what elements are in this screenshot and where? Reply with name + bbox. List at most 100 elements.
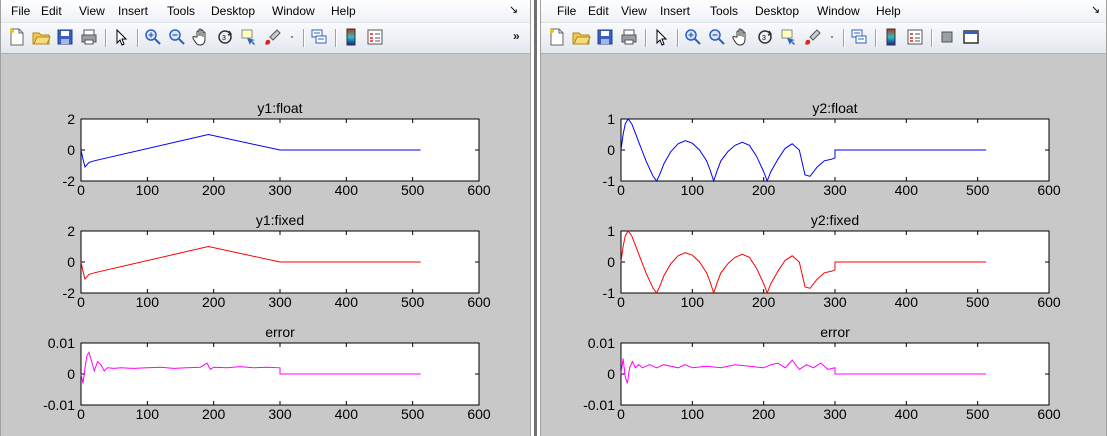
menu-bar: File Edit View Insert Tools Desktop Wind… — [1, 0, 530, 23]
data-cursor-icon[interactable] — [779, 27, 799, 47]
menu-help[interactable]: Help — [876, 4, 901, 18]
dock-arrow-icon[interactable]: ↘ — [1091, 4, 1101, 16]
zoom-out-icon[interactable] — [707, 27, 727, 47]
menu-tools[interactable]: Tools — [167, 4, 196, 18]
y-tick-label: -0.01 — [43, 397, 75, 413]
menu-window[interactable]: Window — [817, 4, 860, 18]
x-tick-label: 200 — [752, 406, 776, 422]
x-tick-label: 400 — [895, 406, 919, 422]
zoom-in-icon[interactable] — [143, 27, 163, 47]
x-tick-label: 200 — [202, 182, 226, 198]
new-file-icon[interactable] — [7, 27, 27, 47]
pointer-icon[interactable] — [651, 27, 671, 47]
print-icon[interactable] — [79, 27, 99, 47]
menu-insert[interactable]: Insert — [118, 4, 149, 18]
zoom-in-icon[interactable] — [683, 27, 703, 47]
menu-insert[interactable]: Insert — [660, 4, 691, 18]
menu-view[interactable]: View — [79, 4, 105, 18]
toolbar-separator — [335, 29, 337, 47]
menu-help[interactable]: Help — [331, 4, 356, 18]
y-tick-label: 0 — [607, 142, 615, 158]
y-tick-label: 2 — [67, 111, 75, 127]
x-tick-label: 600 — [1037, 406, 1061, 422]
menu-desktop[interactable]: Desktop — [755, 4, 800, 18]
y-tick-label: -2 — [63, 173, 76, 189]
print-icon[interactable] — [619, 27, 639, 47]
menu-edit[interactable]: Edit — [588, 4, 609, 18]
menu-window[interactable]: Window — [272, 4, 315, 18]
pointer-icon[interactable] — [111, 27, 131, 47]
y-tick-label: 2 — [67, 223, 75, 239]
x-tick-label: 0 — [617, 182, 625, 198]
pan-hand-icon[interactable] — [731, 27, 751, 47]
legend-icon[interactable] — [365, 27, 385, 47]
x-tick-label: 400 — [335, 294, 359, 310]
x-tick-label: 200 — [202, 294, 226, 310]
series-line — [620, 230, 987, 295]
dock-arrow-icon[interactable]: ↘ — [509, 4, 519, 16]
open-folder-icon[interactable] — [571, 27, 591, 47]
toolbar-separator — [137, 29, 139, 47]
hide-tools-icon[interactable] — [937, 27, 957, 47]
y-tick-label: 0 — [607, 366, 615, 382]
data-cursor-icon[interactable] — [239, 27, 259, 47]
link-plot-icon[interactable] — [849, 27, 869, 47]
new-file-icon[interactable] — [547, 27, 567, 47]
menu-edit[interactable]: Edit — [41, 4, 62, 18]
series-line — [80, 245, 421, 281]
x-tick-label: 600 — [467, 182, 491, 198]
toolbar-separator — [645, 29, 647, 47]
x-tick-label: 600 — [1037, 294, 1061, 310]
legend-icon[interactable] — [905, 27, 925, 47]
pan-hand-icon[interactable] — [191, 27, 211, 47]
save-icon[interactable] — [595, 27, 615, 47]
x-tick-label: 0 — [77, 182, 85, 198]
dropdown-arrow-icon[interactable] — [287, 27, 297, 47]
series-line — [80, 133, 421, 169]
toolbar-separator — [303, 29, 305, 47]
subplot-title: y2:fixed — [811, 212, 859, 228]
y-tick-label: 0.01 — [48, 335, 75, 351]
x-tick-label: 100 — [136, 406, 160, 422]
save-icon[interactable] — [55, 27, 75, 47]
toolbar-separator — [105, 29, 107, 47]
rotate-3d-icon[interactable]: 3 — [215, 27, 235, 47]
y-tick-label: -0.01 — [583, 397, 615, 413]
zoom-out-icon[interactable] — [167, 27, 187, 47]
colorbar-icon[interactable] — [881, 27, 901, 47]
toolbar-overflow-icon[interactable]: » — [513, 29, 520, 43]
x-tick-label: 500 — [401, 182, 425, 198]
y-tick-label: 0 — [67, 254, 75, 270]
x-tick-label: 0 — [77, 294, 85, 310]
brush-icon[interactable] — [803, 27, 823, 47]
x-tick-label: 0 — [617, 294, 625, 310]
dock-icon[interactable] — [961, 27, 981, 47]
x-tick-label: 100 — [136, 182, 160, 198]
menu-file[interactable]: File — [557, 4, 577, 18]
series-line — [80, 351, 421, 384]
menu-file[interactable]: File — [11, 4, 31, 18]
x-tick-label: 400 — [895, 294, 919, 310]
toolbar-separator — [931, 29, 933, 47]
menu-desktop[interactable]: Desktop — [211, 4, 256, 18]
colorbar-icon[interactable] — [341, 27, 361, 47]
toolbar-separator — [843, 29, 845, 47]
y-tick-label: 0 — [67, 366, 75, 382]
dropdown-arrow-icon[interactable] — [827, 27, 837, 47]
subplot-title: y1:float — [257, 100, 302, 116]
x-tick-label: 300 — [268, 182, 292, 198]
y-tick-label: 1 — [607, 223, 615, 239]
open-folder-icon[interactable] — [31, 27, 51, 47]
link-plot-icon[interactable] — [309, 27, 329, 47]
figure-window-right: File Edit View Insert Tools Desktop Wind… — [540, 0, 1107, 436]
brush-icon[interactable] — [263, 27, 283, 47]
rotate-3d-icon[interactable]: 3 — [755, 27, 775, 47]
menu-tools[interactable]: Tools — [710, 4, 739, 18]
menu-view[interactable]: View — [621, 4, 647, 18]
